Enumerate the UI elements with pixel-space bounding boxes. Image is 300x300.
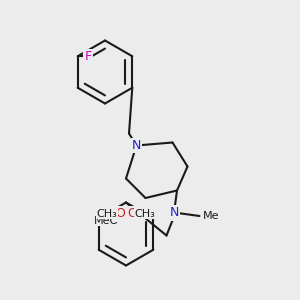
Text: O: O — [127, 207, 137, 220]
Text: Me: Me — [202, 211, 219, 221]
Text: N: N — [132, 139, 141, 152]
Text: O: O — [119, 209, 129, 222]
Text: CH₃: CH₃ — [96, 209, 117, 219]
Text: F: F — [85, 50, 92, 63]
Text: CH₃: CH₃ — [135, 209, 156, 219]
Text: O: O — [115, 207, 125, 220]
Text: N: N — [169, 206, 179, 220]
Text: MeO: MeO — [94, 216, 119, 226]
